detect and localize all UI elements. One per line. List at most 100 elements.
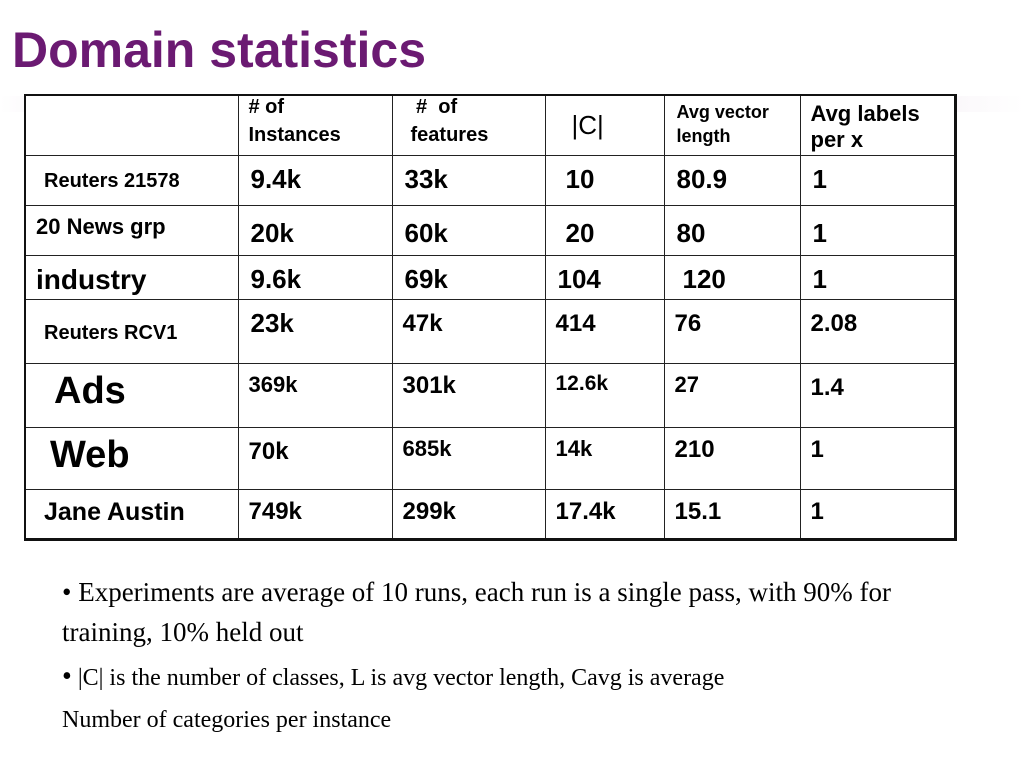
- table-cell: 1.4: [799, 362, 956, 428]
- classes-value: 12.6k: [555, 371, 609, 395]
- table-cell: 301k: [391, 362, 546, 428]
- avg-labels-value: 1: [812, 163, 827, 194]
- table-cell: 1: [799, 254, 956, 300]
- table-cell: 20k: [237, 204, 393, 256]
- instances-value: 369k: [248, 371, 298, 397]
- classes-value: 414: [555, 309, 596, 337]
- header-avg-vector-line2: length: [676, 126, 731, 146]
- header-cell-classes: |C|: [544, 94, 665, 156]
- dataset-label: Jane Austin: [44, 497, 185, 526]
- features-value: 33k: [404, 163, 448, 194]
- features-value: 60k: [404, 217, 448, 248]
- table-cell: 1: [799, 204, 956, 256]
- table-cell: 17.4k: [544, 488, 665, 540]
- avg-labels-value: 1: [812, 217, 827, 248]
- avg-vector-value: 120: [682, 263, 726, 294]
- table-cell: 685k: [391, 426, 546, 490]
- instances-value: 9.6k: [250, 263, 302, 294]
- avg-vector-value: 15.1: [674, 497, 722, 525]
- table-cell: 23k: [237, 298, 393, 364]
- avg-labels-value: 1: [812, 263, 827, 294]
- header-cell-features: # of features: [391, 94, 546, 156]
- instances-value: 20k: [250, 217, 294, 248]
- dataset-cell: 20 News grp: [24, 204, 239, 256]
- avg-vector-value: 27: [674, 371, 699, 397]
- table-cell: 14k: [544, 426, 665, 490]
- table-cell: 10: [544, 154, 665, 206]
- table-cell: 369k: [237, 362, 393, 428]
- table-cell: 47k: [391, 298, 546, 364]
- instances-value: 749k: [248, 497, 302, 525]
- avg-vector-value: 76: [674, 309, 702, 337]
- classes-value: 17.4k: [555, 497, 616, 525]
- table-row: Reuters 21578 9.4k 33k 10 80.9 1: [24, 154, 956, 206]
- instances-value: 23k: [250, 307, 294, 338]
- table-cell: 210: [663, 426, 801, 490]
- features-value: 301k: [402, 371, 456, 399]
- note-item-definitions: • |C| is the number of classes, L is avg…: [62, 656, 962, 741]
- avg-labels-value: 1: [810, 497, 824, 525]
- avg-labels-value: 2.08: [810, 309, 858, 337]
- domain-statistics-table: # of Instances # of features |C| Avg vec…: [24, 94, 957, 541]
- table-row: Reuters RCV1 23k 47k 414 76 2.08: [24, 298, 956, 364]
- table-cell: 1: [799, 154, 956, 206]
- notes-section: • Experiments are average of 10 runs, ea…: [62, 572, 962, 741]
- features-value: 299k: [402, 497, 456, 525]
- dataset-label: industry: [36, 263, 147, 295]
- table-cell: 20: [544, 204, 665, 256]
- header-avg-labels-line2: per x: [810, 127, 864, 152]
- table-cell: 299k: [391, 488, 546, 540]
- header-instances-line2: Instances: [248, 124, 341, 146]
- table-cell: 80: [663, 204, 801, 256]
- dataset-cell: Reuters 21578: [24, 154, 239, 206]
- features-value: 69k: [404, 263, 448, 294]
- classes-value: 14k: [555, 435, 593, 461]
- instances-value: 9.4k: [250, 163, 302, 194]
- avg-vector-value: 210: [674, 435, 715, 463]
- header-avg-vector-line1: Avg vector: [676, 102, 769, 122]
- classes-value: 104: [557, 263, 601, 294]
- dataset-label: Ads: [54, 369, 126, 412]
- header-features-line1: # of: [410, 96, 458, 118]
- table-row: 20 News grp 20k 60k 20 80 1: [24, 204, 956, 256]
- dataset-label: Reuters RCV1: [44, 321, 178, 344]
- table-row: Jane Austin 749k 299k 17.4k 15.1 1: [24, 488, 956, 540]
- dataset-cell: Ads: [24, 362, 239, 428]
- table-cell: 15.1: [663, 488, 801, 540]
- note-text: |C| is the number of classes, L is avg v…: [77, 665, 725, 691]
- table-cell: 1: [799, 426, 956, 490]
- instances-value: 70k: [248, 437, 289, 465]
- dataset-cell: Jane Austin: [24, 488, 239, 540]
- table-cell: 80.9: [663, 154, 801, 206]
- dataset-cell: industry: [24, 254, 239, 300]
- header-cell-avg-labels: Avg labels per x: [799, 94, 956, 156]
- header-cell-instances: # of Instances: [237, 94, 393, 156]
- header-cell-empty: [24, 94, 239, 156]
- header-instances-line1: # of: [248, 96, 285, 118]
- header-avg-labels-line1: Avg labels: [810, 101, 920, 126]
- table-cell: 70k: [237, 426, 393, 490]
- dataset-cell: Web: [24, 426, 239, 490]
- note-text-continued: Number of categories per instance: [62, 707, 392, 733]
- header-cell-avg-vector: Avg vector length: [663, 94, 801, 156]
- table-cell: 9.4k: [237, 154, 393, 206]
- avg-vector-value: 80: [676, 217, 706, 248]
- table-cell: 27: [663, 362, 801, 428]
- dataset-cell: Reuters RCV1: [24, 298, 239, 364]
- table-cell: 33k: [391, 154, 546, 206]
- note-item-runs: • Experiments are average of 10 runs, ea…: [62, 572, 962, 652]
- table-row: Ads 369k 301k 12.6k 27 1.4: [24, 362, 956, 428]
- dataset-label: 20 News grp: [36, 213, 166, 239]
- table-cell: 2.08: [799, 298, 956, 364]
- classes-value: 20: [565, 217, 595, 248]
- features-value: 685k: [402, 435, 452, 461]
- table-cell: 60k: [391, 204, 546, 256]
- slide-title: Domain statistics: [12, 22, 427, 78]
- note-text: Experiments are average of 10 runs, each…: [62, 577, 891, 647]
- dataset-label: Reuters 21578: [44, 169, 180, 192]
- table-row: Web 70k 685k 14k 210 1: [24, 426, 956, 490]
- table-cell: 1: [799, 488, 956, 540]
- avg-labels-value: 1: [810, 435, 824, 463]
- bullet-icon: •: [62, 577, 72, 607]
- header-features-line2: features: [410, 124, 489, 146]
